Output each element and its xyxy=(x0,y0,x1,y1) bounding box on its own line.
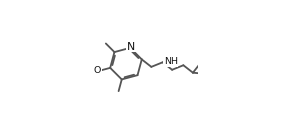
Text: O: O xyxy=(94,66,101,75)
Text: N: N xyxy=(127,42,135,52)
Text: NH: NH xyxy=(164,57,178,66)
